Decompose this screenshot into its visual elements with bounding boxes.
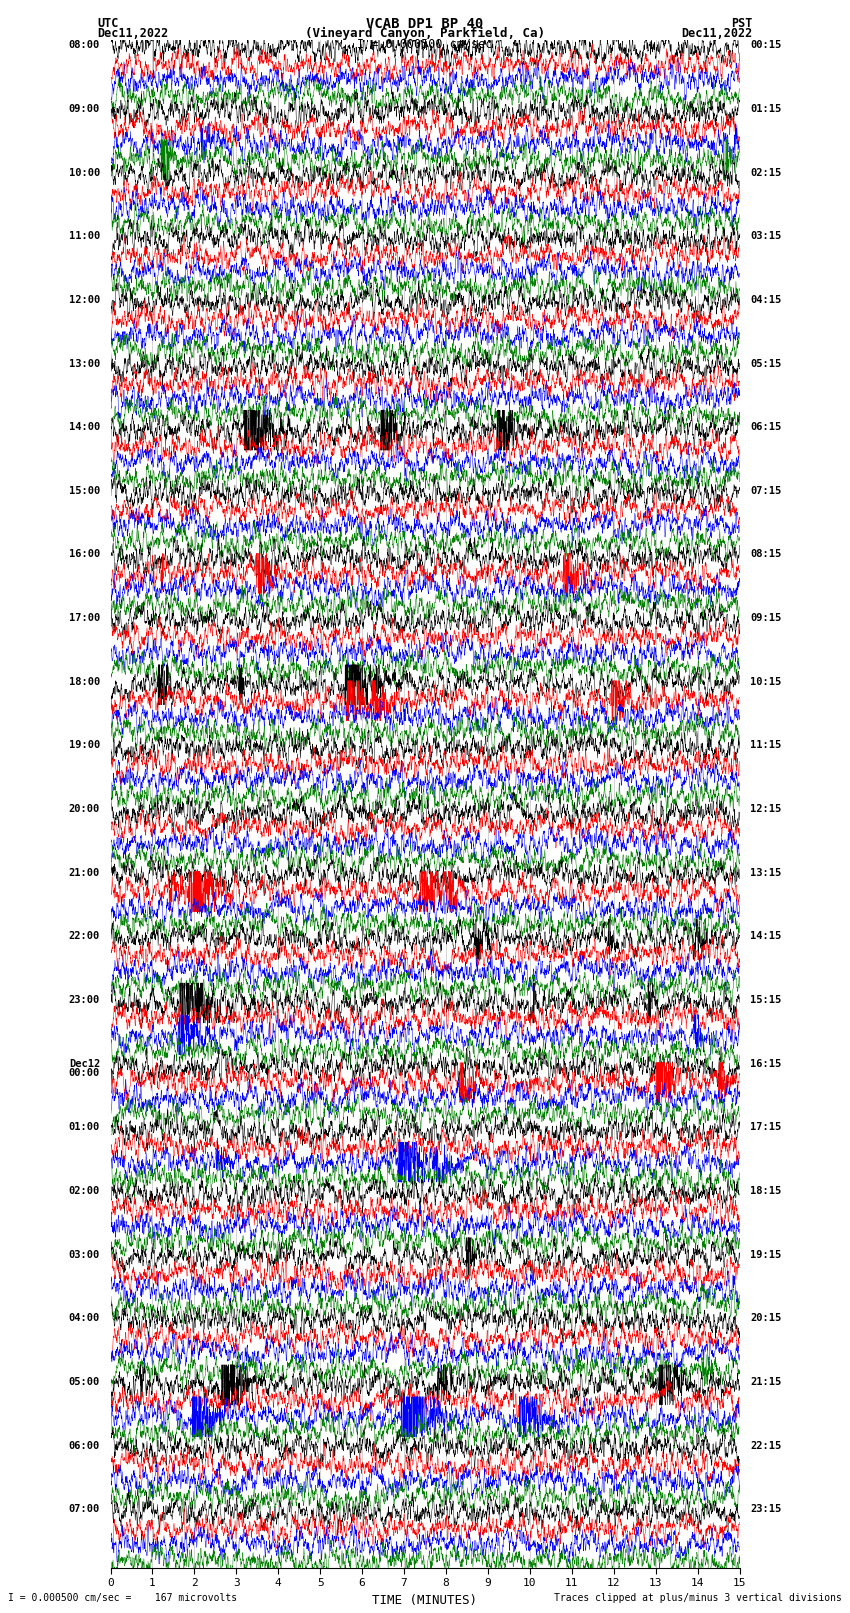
Text: 05:15: 05:15 xyxy=(750,358,781,368)
Text: 11:15: 11:15 xyxy=(750,740,781,750)
Text: 09:00: 09:00 xyxy=(69,103,100,115)
Text: 16:15: 16:15 xyxy=(750,1058,781,1069)
Text: 15:15: 15:15 xyxy=(750,995,781,1005)
Text: 20:00: 20:00 xyxy=(69,805,100,815)
Text: 07:00: 07:00 xyxy=(69,1505,100,1515)
Text: 17:00: 17:00 xyxy=(69,613,100,623)
Text: 04:15: 04:15 xyxy=(750,295,781,305)
Text: 16:00: 16:00 xyxy=(69,550,100,560)
Text: 03:00: 03:00 xyxy=(69,1250,100,1260)
Text: I = 0.000500 cm/sec: I = 0.000500 cm/sec xyxy=(357,37,493,50)
Text: 05:00: 05:00 xyxy=(69,1378,100,1387)
Text: 11:00: 11:00 xyxy=(69,231,100,242)
Text: 08:15: 08:15 xyxy=(750,550,781,560)
Text: 14:00: 14:00 xyxy=(69,423,100,432)
Text: 12:00: 12:00 xyxy=(69,295,100,305)
Text: 01:15: 01:15 xyxy=(750,103,781,115)
Text: 19:15: 19:15 xyxy=(750,1250,781,1260)
Text: Dec12
00:00: Dec12 00:00 xyxy=(69,1058,100,1077)
Text: 18:00: 18:00 xyxy=(69,677,100,687)
Text: 06:00: 06:00 xyxy=(69,1440,100,1450)
Text: Dec11,2022: Dec11,2022 xyxy=(681,26,752,40)
Text: 03:15: 03:15 xyxy=(750,231,781,242)
Text: 00:15: 00:15 xyxy=(750,40,781,50)
Text: 06:15: 06:15 xyxy=(750,423,781,432)
Text: VCAB DP1 BP 40: VCAB DP1 BP 40 xyxy=(366,18,484,31)
Text: 02:00: 02:00 xyxy=(69,1186,100,1195)
Text: 17:15: 17:15 xyxy=(750,1123,781,1132)
Text: 10:00: 10:00 xyxy=(69,168,100,177)
Text: 23:15: 23:15 xyxy=(750,1505,781,1515)
Text: Dec11,2022: Dec11,2022 xyxy=(98,26,169,40)
Text: 18:15: 18:15 xyxy=(750,1186,781,1195)
Text: (Vineyard Canyon, Parkfield, Ca): (Vineyard Canyon, Parkfield, Ca) xyxy=(305,26,545,40)
Text: 22:15: 22:15 xyxy=(750,1440,781,1450)
Text: Traces clipped at plus/minus 3 vertical divisions: Traces clipped at plus/minus 3 vertical … xyxy=(553,1594,842,1603)
Text: 22:00: 22:00 xyxy=(69,931,100,942)
Text: 13:00: 13:00 xyxy=(69,358,100,368)
Text: 09:15: 09:15 xyxy=(750,613,781,623)
Text: PST: PST xyxy=(731,18,752,31)
Text: 21:00: 21:00 xyxy=(69,868,100,877)
Text: UTC: UTC xyxy=(98,18,119,31)
Text: 19:00: 19:00 xyxy=(69,740,100,750)
Text: 10:15: 10:15 xyxy=(750,677,781,687)
Text: 13:15: 13:15 xyxy=(750,868,781,877)
Text: 07:15: 07:15 xyxy=(750,486,781,495)
Text: 01:00: 01:00 xyxy=(69,1123,100,1132)
Text: 14:15: 14:15 xyxy=(750,931,781,942)
Text: 04:00: 04:00 xyxy=(69,1313,100,1323)
Text: 08:00: 08:00 xyxy=(69,40,100,50)
Text: 02:15: 02:15 xyxy=(750,168,781,177)
Text: 12:15: 12:15 xyxy=(750,805,781,815)
X-axis label: TIME (MINUTES): TIME (MINUTES) xyxy=(372,1594,478,1607)
Text: 21:15: 21:15 xyxy=(750,1378,781,1387)
Text: 15:00: 15:00 xyxy=(69,486,100,495)
Text: 23:00: 23:00 xyxy=(69,995,100,1005)
Text: I = 0.000500 cm/sec =    167 microvolts: I = 0.000500 cm/sec = 167 microvolts xyxy=(8,1594,238,1603)
Text: 20:15: 20:15 xyxy=(750,1313,781,1323)
